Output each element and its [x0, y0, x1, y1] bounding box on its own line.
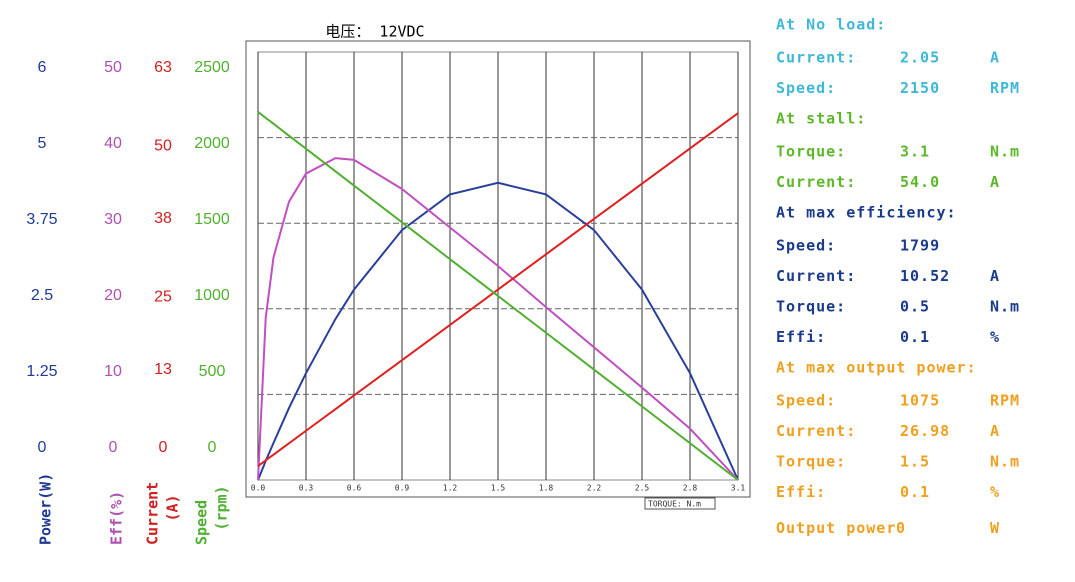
y-tick-label: 50 [154, 138, 172, 155]
info-text: RPM [990, 79, 1020, 97]
y-tick-label: 1.25 [26, 363, 57, 380]
info-text: Current: [776, 49, 856, 67]
x-tick-label: 1.2 [443, 484, 458, 493]
info-text: 10.52 [900, 267, 950, 285]
y-tick-label: 2500 [194, 59, 230, 76]
series-line [257, 112, 739, 467]
y-tick-label: 50 [104, 59, 122, 76]
info-heading: At No load: [776, 16, 886, 34]
info-text: Torque: [776, 298, 846, 316]
y-tick-label: 1000 [194, 287, 230, 304]
info-text: W [990, 519, 1000, 537]
y-tick-label: 0 [208, 439, 217, 456]
info-text: Speed: [776, 392, 836, 410]
x-tick-label: 0.0 [251, 484, 266, 493]
y-axis-label: Speed [193, 500, 211, 545]
plot-frame [245, 40, 751, 498]
info-text: 0 [896, 519, 906, 537]
info-text: 1.5 [900, 453, 930, 471]
info-heading: At stall: [776, 110, 866, 128]
y-axis-label: (A) [164, 494, 182, 521]
y-axis-label: Eff(%) [108, 491, 126, 545]
info-text: N.m [990, 143, 1020, 161]
y-tick-label: 0 [109, 439, 118, 456]
x-tick-label: 0.9 [395, 484, 410, 493]
x-tick-label: 0.6 [347, 484, 362, 493]
y-tick-label: 40 [104, 135, 122, 152]
info-text: A [990, 173, 1000, 191]
info-text: 0.5 [900, 298, 930, 316]
x-tick-label: 2.8 [683, 484, 698, 493]
y-tick-label: 30 [104, 211, 122, 228]
info-text: Speed: [776, 237, 836, 255]
x-tick-label: 0.3 [299, 484, 314, 493]
y-tick-label: 0 [38, 439, 47, 456]
y-tick-label: 500 [199, 363, 226, 380]
info-text: 1075 [900, 392, 940, 410]
x-tick-label: 3.1 [731, 484, 746, 493]
y-tick-label: 5 [38, 135, 47, 152]
info-text: A [990, 49, 1000, 67]
series-line [257, 181, 739, 481]
chart-title: 电压： 12VDC [325, 23, 424, 41]
info-text: A [990, 267, 1000, 285]
info-text: 0.1 [900, 328, 930, 346]
y-tick-label: 2000 [194, 135, 230, 152]
info-heading: At max output power: [776, 359, 977, 377]
y-tick-label: 6 [38, 59, 47, 76]
x-tick-label: 1.8 [539, 484, 554, 493]
y-tick-label: 2.5 [31, 287, 53, 304]
x-label-box [644, 497, 716, 510]
info-text: 26.98 [900, 422, 950, 440]
info-text: % [990, 328, 1000, 346]
y-tick-label: 25 [154, 288, 172, 305]
info-text: Current: [776, 267, 856, 285]
info-text: Speed: [776, 79, 836, 97]
x-tick-label: 2.5 [635, 484, 650, 493]
info-text: Current: [776, 173, 856, 191]
info-heading: At max efficiency: [776, 204, 957, 222]
x-tick-label: 2.2 [587, 484, 602, 493]
y-tick-label: 10 [104, 363, 122, 380]
y-tick-label: 13 [154, 361, 172, 378]
y-tick-label: 3.75 [26, 211, 57, 228]
info-text: Effi: [776, 328, 826, 346]
info-text: N.m [990, 453, 1020, 471]
info-text: 0.1 [900, 483, 930, 501]
info-text: Effi: [776, 483, 826, 501]
info-text: Torque: [776, 453, 846, 471]
info-text: Torque: [776, 143, 846, 161]
y-tick-label: 38 [154, 210, 172, 227]
info-text: 54.0 [900, 173, 940, 191]
info-text: 1799 [900, 237, 940, 255]
y-tick-label: 1500 [194, 211, 230, 228]
x-tick-label: 1.5 [491, 484, 506, 493]
y-axis-label: Power(W) [37, 473, 55, 545]
info-text: Output power [776, 519, 896, 537]
y-axis-label: Current [144, 482, 162, 545]
info-text: Current: [776, 422, 856, 440]
series-line [257, 111, 739, 481]
x-axis-label: TORQUE: N.m [648, 500, 701, 509]
y-tick-label: 63 [154, 59, 172, 76]
y-axis-label: (rpm) [213, 485, 231, 530]
info-text: 2150 [900, 79, 940, 97]
series-line [257, 157, 739, 481]
y-tick-label: 0 [159, 439, 168, 456]
info-text: RPM [990, 392, 1020, 410]
info-text: A [990, 422, 1000, 440]
info-text: 3.1 [900, 143, 930, 161]
info-text: % [990, 483, 1000, 501]
y-tick-label: 20 [104, 287, 122, 304]
info-text: 2.05 [900, 49, 940, 67]
info-text: N.m [990, 298, 1020, 316]
